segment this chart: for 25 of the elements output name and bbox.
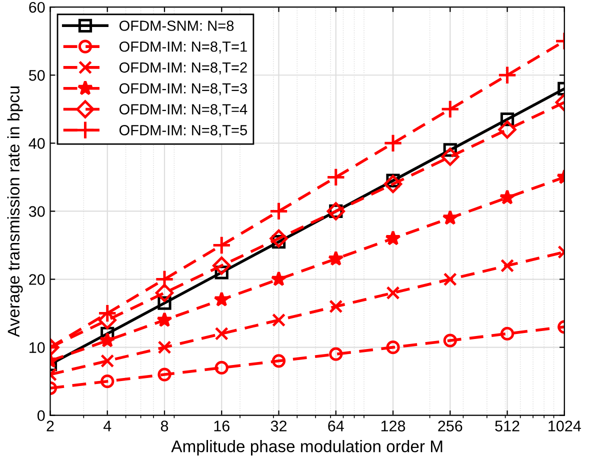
x-tick-label: 4 [103,420,112,432]
y-tick-label: 10 [30,342,45,353]
legend-label: OFDM-IM: N=8,T=2 [119,62,247,74]
x-tick-label: 8 [160,420,168,432]
x-tick-label: 64 [328,420,344,432]
y-tick-label: 40 [28,138,45,149]
x-tick-label: 2 [46,420,54,432]
x-tick-label: 256 [438,420,462,432]
x-tick-label: 128 [381,420,406,432]
x-axis-title: Amplitude phase modulation order M [171,440,442,456]
y-tick-label: 50 [28,70,45,81]
legend-label: OFDM-IM: N=8,T=4 [119,104,248,116]
x-tick-label: 512 [495,420,520,432]
x-tick-label: 16 [214,420,230,432]
y-tick-label: 60 [29,2,45,13]
y-tick-label: 20 [29,274,45,285]
x-tick-label: 1024 [548,420,581,432]
y-tick-label: 0 [37,410,45,422]
legend-label: OFDM-SNM: N=8 [119,20,234,31]
legend-label: OFDM-IM: N=8,T=3 [119,83,247,96]
legend-label: OFDM-IM: N=8,T=1 [119,41,247,54]
x-tick-label: 32 [270,420,286,432]
y-axis-title: Average transmission rate in bpcu [7,86,23,338]
y-tick-label: 30 [28,206,45,217]
legend-label: OFDM-IM: N=8,T=5 [119,125,247,138]
